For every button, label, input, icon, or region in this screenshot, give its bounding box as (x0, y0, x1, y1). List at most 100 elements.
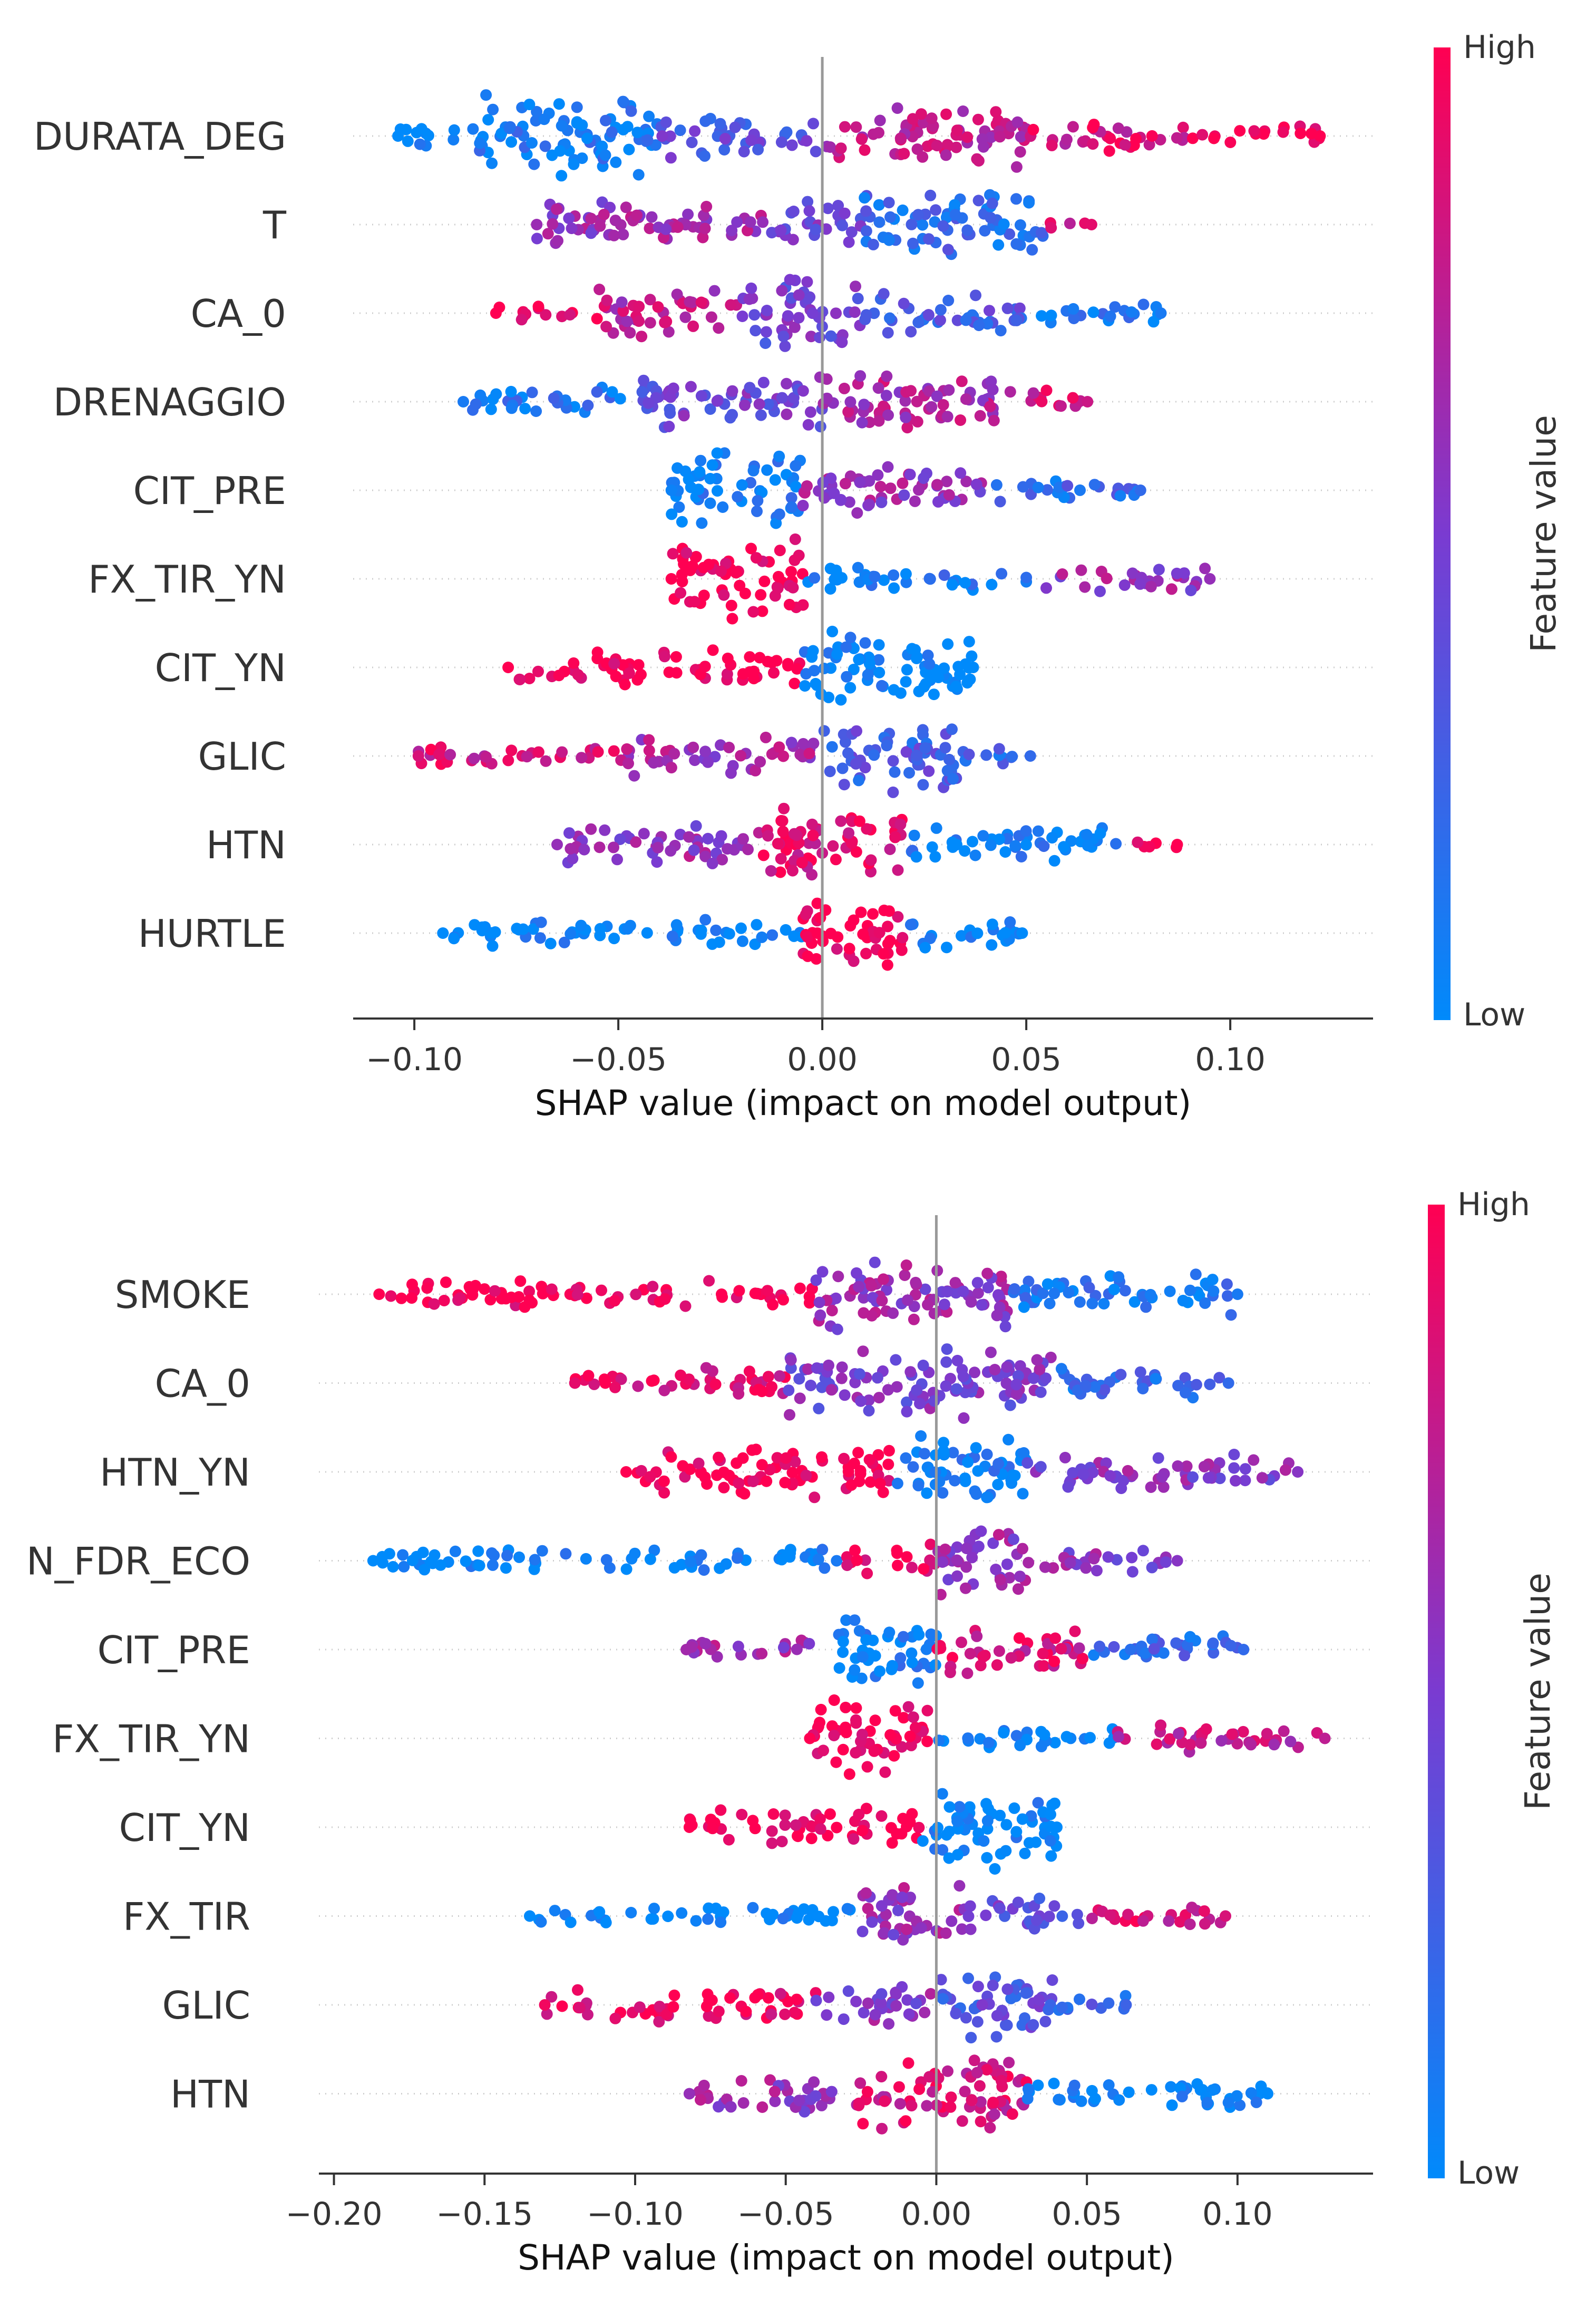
shap-point (873, 216, 885, 228)
shap-point (859, 637, 871, 649)
shap-point (936, 1788, 948, 1800)
shap-point (1049, 1632, 1062, 1644)
shap-point (725, 299, 737, 311)
shap-point (864, 1476, 877, 1488)
shap-point (397, 1549, 409, 1561)
feature-row: GLIC (198, 723, 1373, 798)
shap-point (675, 1369, 687, 1381)
shap-point (760, 326, 772, 338)
shap-point (838, 729, 850, 741)
shap-point (1184, 1918, 1196, 1931)
shap-point (867, 1292, 879, 1304)
shap-point (464, 1283, 476, 1295)
shap-point (1018, 1301, 1030, 1313)
shap-point (1071, 1908, 1083, 1921)
shap-point (440, 1276, 452, 1288)
shap-point (722, 652, 734, 664)
shap-point (824, 765, 836, 778)
shap-point (853, 1625, 865, 1637)
colorbar-low-label: Low (1457, 2155, 1520, 2192)
shap-point (594, 220, 606, 232)
shap-point (924, 573, 936, 585)
shap-point (908, 1313, 920, 1325)
shap-point (699, 1637, 712, 1650)
shap-point (747, 1476, 759, 1487)
shap-point (923, 2071, 936, 2083)
shap-point (1295, 128, 1307, 139)
shap-point (967, 662, 979, 673)
shap-point (905, 385, 917, 397)
shap-point (1231, 2090, 1243, 2102)
shap-point (1146, 130, 1158, 142)
shap-point (913, 685, 925, 697)
shap-point (1098, 1298, 1110, 1310)
shap-point (915, 1922, 927, 1934)
shap-point (448, 933, 460, 945)
shap-point (950, 2008, 962, 2020)
shap-point (474, 389, 486, 401)
shap-point (1055, 1643, 1067, 1655)
shap-point (1017, 481, 1029, 493)
shap-point (802, 931, 813, 943)
shap-point (814, 1823, 826, 1835)
shap-point (1003, 2057, 1015, 2069)
shap-point (479, 1283, 491, 1295)
shap-point (935, 1974, 947, 1986)
shap-point (992, 1289, 1004, 1301)
shap-point (826, 1305, 838, 1316)
shap-point (643, 744, 655, 757)
shap-point (898, 1882, 910, 1894)
shap-point (1042, 1278, 1054, 1290)
shap-point (664, 407, 676, 419)
shap-point (659, 651, 670, 663)
shap-point (865, 1279, 878, 1292)
shap-point (825, 2086, 838, 2098)
shap-point (901, 1396, 913, 1408)
shap-point (906, 2100, 918, 2112)
shap-point (808, 665, 820, 677)
shap-point (957, 1371, 969, 1383)
shap-point (760, 731, 772, 743)
shap-point (1046, 1974, 1058, 1986)
shap-point (1020, 839, 1032, 851)
shap-point (1010, 161, 1023, 173)
shap-point (735, 922, 747, 934)
feature-row: FX_TIR (123, 1880, 1373, 1946)
shap-point (1034, 1363, 1046, 1375)
shap-point (902, 1701, 914, 1713)
shap-point (993, 833, 1005, 845)
shap-point (1204, 573, 1216, 585)
shap-point (852, 1447, 864, 1459)
shap-point (617, 659, 629, 671)
shap-point (941, 411, 953, 423)
shap-point (1137, 1383, 1149, 1394)
shap-point (906, 1656, 918, 1669)
shap-point (853, 774, 865, 787)
shap-point (887, 1889, 898, 1901)
shap-point (539, 1999, 551, 2011)
shap-point (1014, 219, 1026, 231)
colorbar-high-label: High (1463, 29, 1536, 66)
shap-point (1010, 1379, 1023, 1391)
shap-point (668, 1562, 680, 1574)
shap-point (726, 225, 738, 237)
shap-point (878, 948, 890, 960)
shap-point (726, 409, 738, 421)
shap-point (840, 1721, 851, 1733)
shap-point (882, 1384, 894, 1396)
shap-point (840, 641, 852, 653)
shap-point (991, 1659, 1003, 1671)
shap-point (592, 746, 604, 758)
shap-point (981, 1852, 993, 1864)
shap-point (406, 1292, 418, 1304)
shap-point (576, 752, 588, 764)
shap-point (973, 319, 985, 332)
shap-point (801, 135, 813, 147)
shap-point (1173, 1728, 1185, 1740)
shap-point (1075, 564, 1087, 576)
shap-point (622, 758, 634, 770)
shap-point (862, 1997, 874, 2009)
shap-point (1108, 1641, 1120, 1653)
shap-point (1226, 1728, 1238, 1740)
shap-point (699, 914, 712, 926)
